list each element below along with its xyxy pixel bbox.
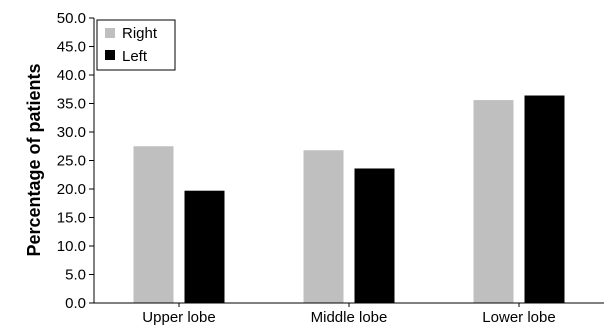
bar-left-middle-lobe — [354, 168, 395, 303]
x-axis-labels: Upper lobe Middle lobe Lower lobe — [142, 303, 556, 326]
y-tick-label: 0.0 — [65, 295, 86, 312]
y-tick-label: 5.0 — [65, 267, 86, 284]
x-category-label: Upper lobe — [142, 309, 215, 326]
legend-label-left: Left — [122, 48, 148, 65]
y-tick-label: 30.0 — [57, 124, 86, 141]
x-category-label: Lower lobe — [482, 309, 555, 326]
y-axis-title: Percentage of patients — [24, 63, 44, 256]
legend-label-right: Right — [122, 25, 158, 42]
legend-swatch-right — [105, 28, 115, 38]
bar-right-lower-lobe — [473, 100, 514, 303]
legend: Right Left — [96, 19, 176, 71]
y-tick-label: 15.0 — [57, 210, 86, 227]
y-tick-label: 35.0 — [57, 96, 86, 113]
y-tick-label: 50.0 — [57, 10, 86, 27]
y-tick-label: 10.0 — [57, 238, 86, 255]
x-category-label: Middle lobe — [311, 309, 388, 326]
bar-right-upper-lobe — [133, 146, 174, 303]
bar-right-middle-lobe — [303, 150, 344, 303]
y-tick-label: 25.0 — [57, 153, 86, 170]
bars — [133, 95, 565, 304]
y-tick-label: 20.0 — [57, 181, 86, 198]
y-tick-label: 45.0 — [57, 39, 86, 56]
legend-swatch-left — [105, 50, 115, 60]
bar-left-lower-lobe — [524, 95, 565, 304]
y-axis-ticks: 0.0 5.0 10.0 15.0 20.0 25.0 30.0 35.0 40.0 45.0 50… — [57, 10, 94, 312]
bar-left-upper-lobe — [184, 190, 225, 303]
y-tick-label: 40.0 — [57, 67, 86, 84]
